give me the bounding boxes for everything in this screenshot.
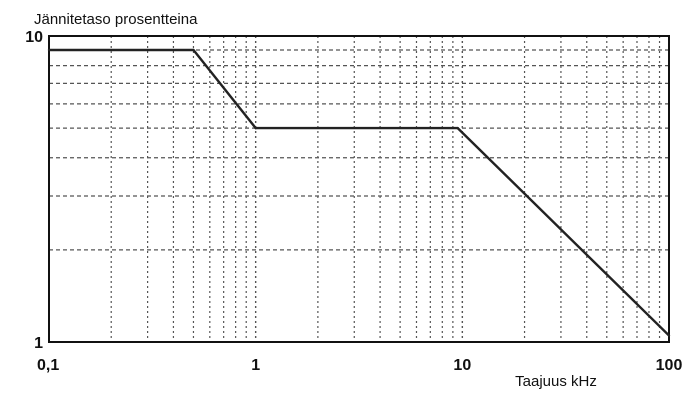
y-tick-label: 1	[34, 335, 43, 352]
series-layer	[47, 48, 671, 337]
data-point	[254, 126, 257, 130]
data-point	[667, 334, 671, 337]
x-tick-label: 1	[251, 357, 260, 374]
grid	[49, 36, 669, 342]
y-axis-title: Jännitetaso prosentteina	[34, 11, 198, 28]
data-point	[47, 48, 51, 52]
x-tick-label: 10	[453, 357, 471, 374]
x-axis-title: Taajuus kHz	[515, 373, 597, 390]
x-tick-label: 0,1	[37, 357, 59, 374]
x-tick-label: 100	[656, 357, 683, 374]
series-line-0	[49, 48, 670, 337]
tick-labels: 0,1 1 10 100 1 10	[25, 29, 682, 374]
y-tick-label: 10	[25, 29, 43, 46]
data-point	[192, 48, 195, 52]
plot-frame	[48, 35, 670, 343]
data-point	[456, 126, 459, 130]
